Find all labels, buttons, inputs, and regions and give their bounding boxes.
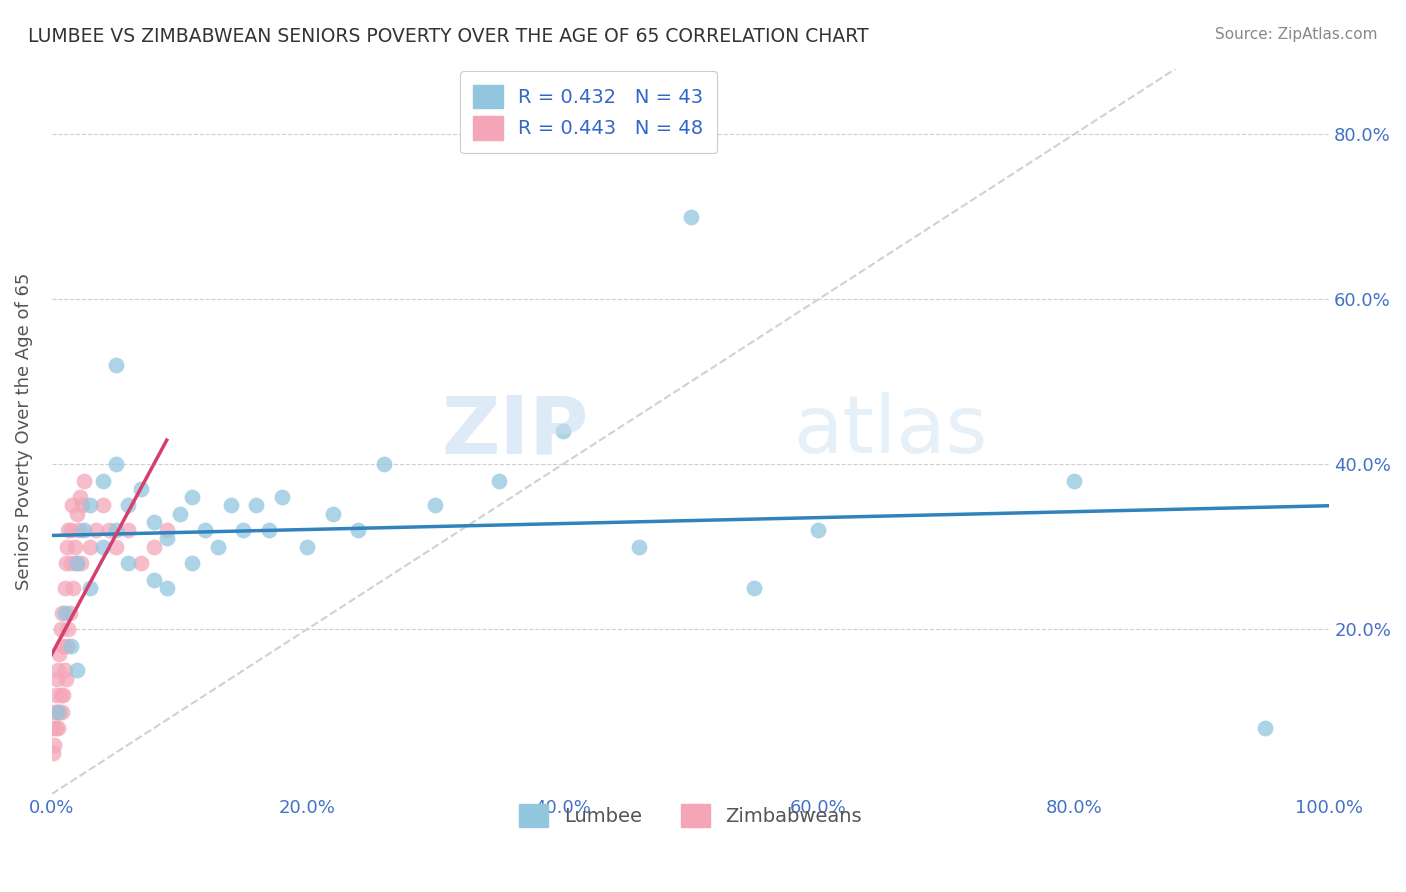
Legend: Lumbee, Zimbabweans: Lumbee, Zimbabweans xyxy=(512,796,870,835)
Point xyxy=(142,515,165,529)
Point xyxy=(44,738,66,752)
Point xyxy=(322,507,344,521)
Point xyxy=(347,523,370,537)
Point xyxy=(129,482,152,496)
Point xyxy=(48,647,70,661)
Point xyxy=(55,672,77,686)
Point xyxy=(104,457,127,471)
Point xyxy=(45,721,67,735)
Point xyxy=(49,622,72,636)
Point xyxy=(48,705,70,719)
Point xyxy=(51,606,73,620)
Point xyxy=(45,705,67,719)
Point xyxy=(1063,474,1085,488)
Point xyxy=(373,457,395,471)
Point xyxy=(67,523,90,537)
Point xyxy=(72,499,94,513)
Point xyxy=(58,523,80,537)
Point xyxy=(744,581,766,595)
Point xyxy=(194,523,217,537)
Text: Source: ZipAtlas.com: Source: ZipAtlas.com xyxy=(1215,27,1378,42)
Point xyxy=(679,210,702,224)
Point xyxy=(104,540,127,554)
Point xyxy=(91,499,114,513)
Point xyxy=(104,359,127,373)
Point xyxy=(65,556,87,570)
Point xyxy=(1254,721,1277,735)
Point xyxy=(46,664,69,678)
Point xyxy=(257,523,280,537)
Y-axis label: Seniors Poverty Over the Age of 65: Seniors Poverty Over the Age of 65 xyxy=(15,273,32,590)
Point xyxy=(91,540,114,554)
Point xyxy=(86,523,108,537)
Point xyxy=(91,474,114,488)
Point xyxy=(297,540,319,554)
Point xyxy=(156,532,179,546)
Point xyxy=(56,540,79,554)
Point xyxy=(219,499,242,513)
Point xyxy=(66,507,89,521)
Point xyxy=(53,581,76,595)
Point xyxy=(52,639,75,653)
Point xyxy=(42,746,65,760)
Point xyxy=(270,490,292,504)
Point xyxy=(59,556,82,570)
Point xyxy=(79,499,101,513)
Point xyxy=(58,622,80,636)
Point xyxy=(169,507,191,521)
Point xyxy=(245,499,267,513)
Point xyxy=(63,540,86,554)
Text: atlas: atlas xyxy=(793,392,987,470)
Point xyxy=(53,664,76,678)
Point xyxy=(46,705,69,719)
Point xyxy=(52,688,75,702)
Point xyxy=(117,556,139,570)
Point xyxy=(488,474,510,488)
Point xyxy=(181,490,204,504)
Point xyxy=(59,523,82,537)
Point xyxy=(69,490,91,504)
Point xyxy=(79,581,101,595)
Point xyxy=(56,639,79,653)
Point xyxy=(55,556,77,570)
Point xyxy=(51,705,73,719)
Point xyxy=(59,639,82,653)
Point xyxy=(73,523,96,537)
Point xyxy=(142,573,165,587)
Text: LUMBEE VS ZIMBABWEAN SENIORS POVERTY OVER THE AGE OF 65 CORRELATION CHART: LUMBEE VS ZIMBABWEAN SENIORS POVERTY OVE… xyxy=(28,27,869,45)
Point xyxy=(66,664,89,678)
Point xyxy=(66,556,89,570)
Point xyxy=(70,556,93,570)
Point xyxy=(45,688,67,702)
Point xyxy=(156,523,179,537)
Point xyxy=(49,688,72,702)
Point xyxy=(232,523,254,537)
Point xyxy=(79,540,101,554)
Point xyxy=(60,499,83,513)
Point xyxy=(551,424,574,438)
Point xyxy=(117,523,139,537)
Point xyxy=(628,540,651,554)
Point xyxy=(117,499,139,513)
Point xyxy=(46,721,69,735)
Point xyxy=(62,581,84,595)
Point xyxy=(423,499,446,513)
Point xyxy=(98,523,121,537)
Point xyxy=(207,540,229,554)
Point xyxy=(59,606,82,620)
Point xyxy=(45,672,67,686)
Point xyxy=(42,721,65,735)
Point xyxy=(73,474,96,488)
Point xyxy=(807,523,830,537)
Point xyxy=(129,556,152,570)
Point xyxy=(156,581,179,595)
Point xyxy=(181,556,204,570)
Point xyxy=(142,540,165,554)
Point xyxy=(44,705,66,719)
Text: ZIP: ZIP xyxy=(441,392,588,470)
Point xyxy=(104,523,127,537)
Point xyxy=(53,606,76,620)
